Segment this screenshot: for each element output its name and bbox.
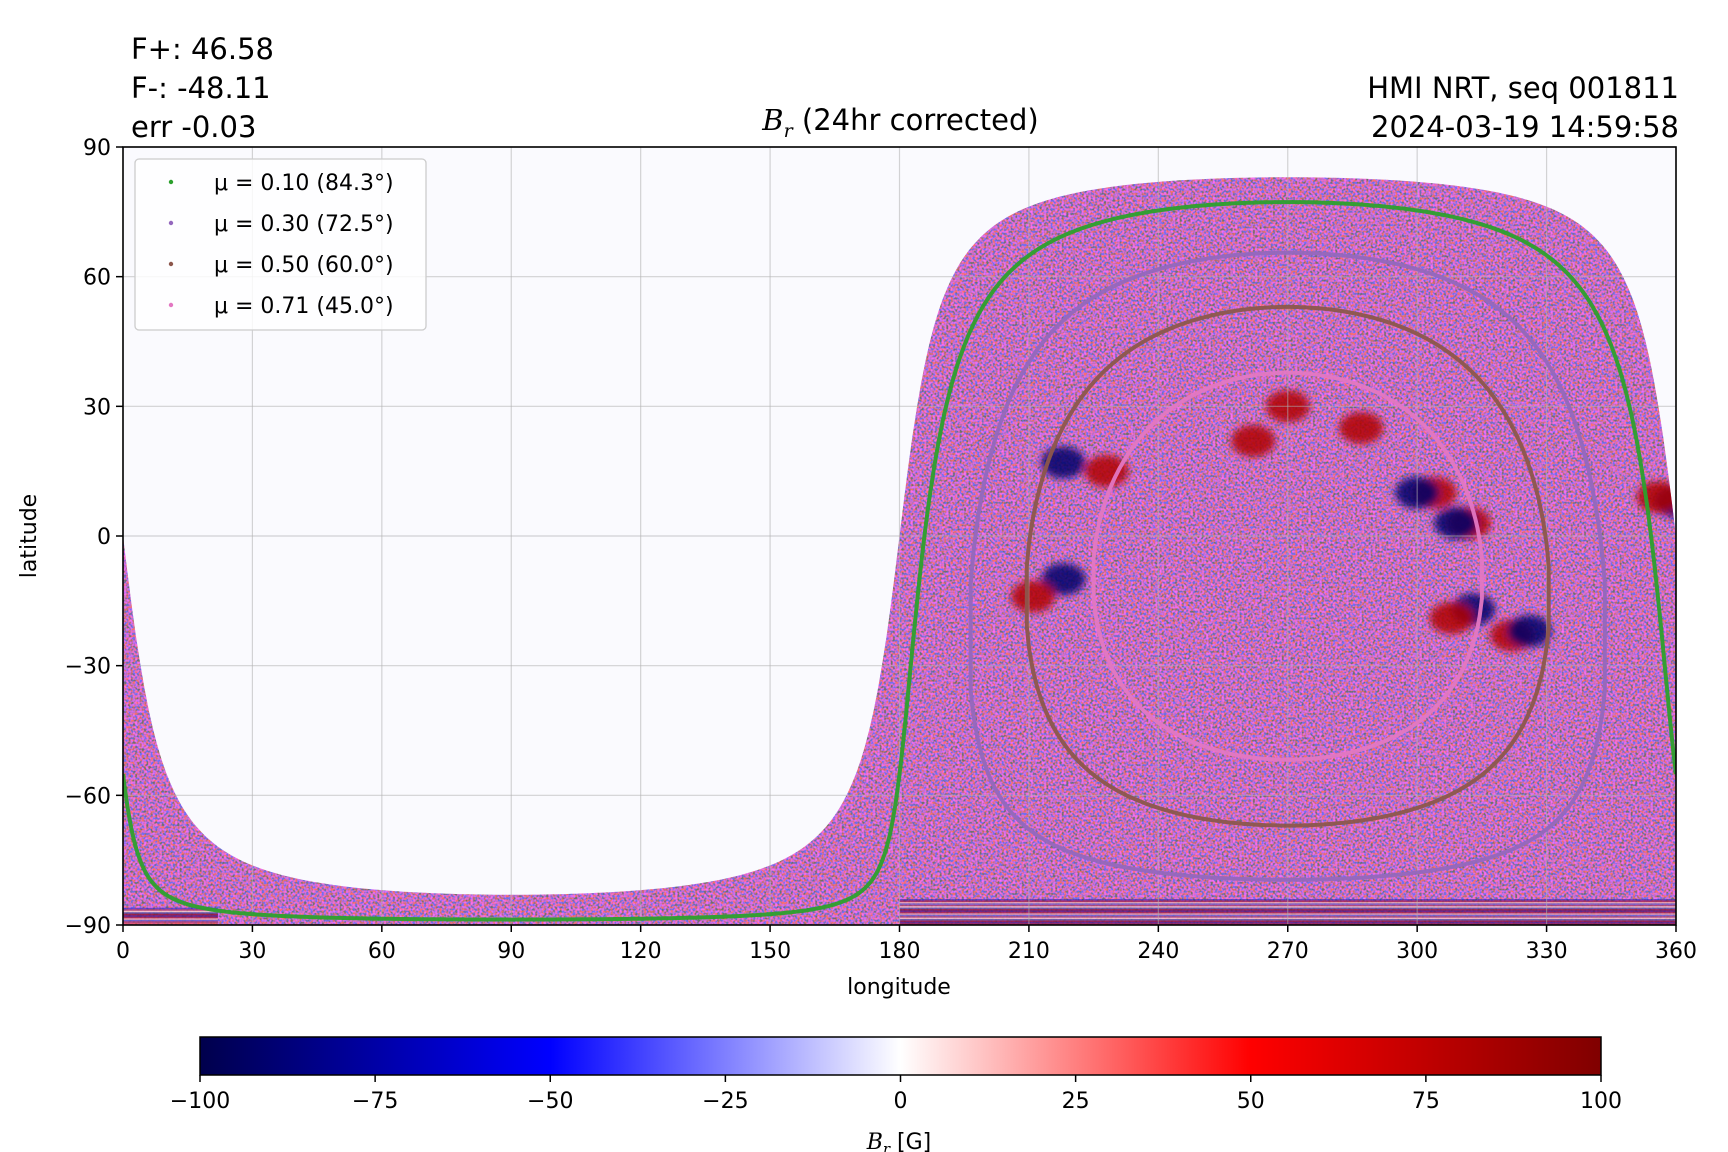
x-axis-label: longitude xyxy=(847,975,951,1000)
colorbar-tick-label: 0 xyxy=(894,1089,908,1114)
colorbar-tick-label: −100 xyxy=(170,1089,230,1114)
polar-band-stripe xyxy=(123,915,218,919)
data-source: HMI NRT, seq 001811 xyxy=(1367,71,1679,105)
active-region-positive xyxy=(1339,411,1384,444)
active-region-negative xyxy=(1041,563,1086,596)
observation-timestamp: 2024-03-19 14:59:58 xyxy=(1371,110,1679,144)
polar-band-stripe xyxy=(123,913,218,917)
legend: μ = 0.10 (84.3°) μ = 0.30 (72.5°) μ = 0.50… xyxy=(134,158,427,331)
polar-band-stripe xyxy=(123,907,218,911)
y-axis-label: latitude xyxy=(17,494,42,578)
x-tick-label: 240 xyxy=(1137,939,1179,964)
polar-band-stripe xyxy=(123,921,218,925)
x-tick-label: 30 xyxy=(238,939,266,964)
active-region-positive xyxy=(1084,455,1129,488)
legend-label: μ = 0.50 (60.0°) xyxy=(214,253,394,278)
y-tick-label: −60 xyxy=(65,784,111,809)
colorbar-tick-label: 75 xyxy=(1412,1089,1440,1114)
colorbar-tick-label: 25 xyxy=(1062,1089,1090,1114)
mu-contour xyxy=(968,250,1607,882)
colorbar-gradient xyxy=(199,1036,1602,1076)
x-tick-label: 270 xyxy=(1267,939,1309,964)
colorbar-tick-label: −25 xyxy=(702,1089,748,1114)
x-tick-label: 330 xyxy=(1526,939,1568,964)
legend-box xyxy=(134,158,427,331)
title-symbol: B xyxy=(762,103,784,137)
y-tick-label: −30 xyxy=(65,655,111,680)
legend-label: μ = 0.10 (84.3°) xyxy=(214,171,394,196)
polar-band-stripe xyxy=(123,912,218,916)
title-text: (24hr corrected) xyxy=(792,103,1039,137)
legend-marker xyxy=(168,179,174,185)
colorbar-label: Br [G] xyxy=(866,1130,932,1152)
flux-positive: F+: 46.58 xyxy=(131,32,274,66)
mu-contour xyxy=(1091,370,1484,762)
legend-label: μ = 0.71 (45.0°) xyxy=(214,294,394,319)
y-tick-label: −90 xyxy=(65,914,111,939)
mu-contour xyxy=(1024,304,1551,828)
x-axis-ticks: 0 30 60 90 120 150 180 210 240 270 300 330 360 xyxy=(116,925,1697,964)
active-region-positive xyxy=(1429,602,1474,635)
legend-label: μ = 0.30 (72.5°) xyxy=(214,212,394,237)
legend-marker xyxy=(168,302,174,308)
flux-error: err -0.03 xyxy=(131,110,257,144)
y-tick-label: 60 xyxy=(83,266,111,291)
x-tick-label: 0 xyxy=(116,939,130,964)
colorbar-tick-label: −75 xyxy=(352,1089,398,1114)
polar-band-stripe xyxy=(123,910,218,914)
flux-negative: F-: -48.11 xyxy=(131,71,271,105)
y-axis-ticks: 90 60 30 0 −30 −60 −90 xyxy=(65,136,123,939)
y-tick-label: 30 xyxy=(83,395,111,420)
mu-contour xyxy=(123,200,1676,922)
active-region-positive xyxy=(1011,580,1056,613)
chart-title: Br (24hr corrected) xyxy=(0,103,1728,141)
x-tick-label: 210 xyxy=(1008,939,1050,964)
x-tick-label: 300 xyxy=(1396,939,1438,964)
active-region-negative xyxy=(1507,615,1552,648)
legend-marker xyxy=(168,220,174,226)
polar-band-stripe xyxy=(123,916,218,920)
legend-marker xyxy=(168,261,174,267)
x-tick-label: 90 xyxy=(497,939,525,964)
colorbar-ticks: −100 −75 −50 −25 0 25 50 75 100 xyxy=(170,1075,1622,1114)
colorbar-tick-label: −50 xyxy=(527,1089,573,1114)
colorbar: −100 −75 −50 −25 0 25 50 75 100 Br [G] xyxy=(170,1036,1622,1152)
active-region-positive xyxy=(1231,424,1276,457)
x-tick-label: 120 xyxy=(620,939,662,964)
x-tick-label: 360 xyxy=(1655,939,1697,964)
x-tick-label: 180 xyxy=(879,939,921,964)
y-tick-label: 90 xyxy=(83,136,111,161)
x-tick-label: 150 xyxy=(749,939,791,964)
polar-band-stripe xyxy=(123,909,218,913)
polar-band-stripe xyxy=(123,918,218,922)
active-region-negative xyxy=(1433,507,1478,540)
x-tick-label: 60 xyxy=(368,939,396,964)
title-subscript: r xyxy=(783,120,793,142)
y-tick-label: 0 xyxy=(97,525,111,550)
colorbar-tick-label: 100 xyxy=(1580,1089,1622,1114)
mu-contours xyxy=(123,200,1676,922)
polar-band-stripe xyxy=(123,919,218,923)
colorbar-tick-label: 50 xyxy=(1237,1089,1265,1114)
